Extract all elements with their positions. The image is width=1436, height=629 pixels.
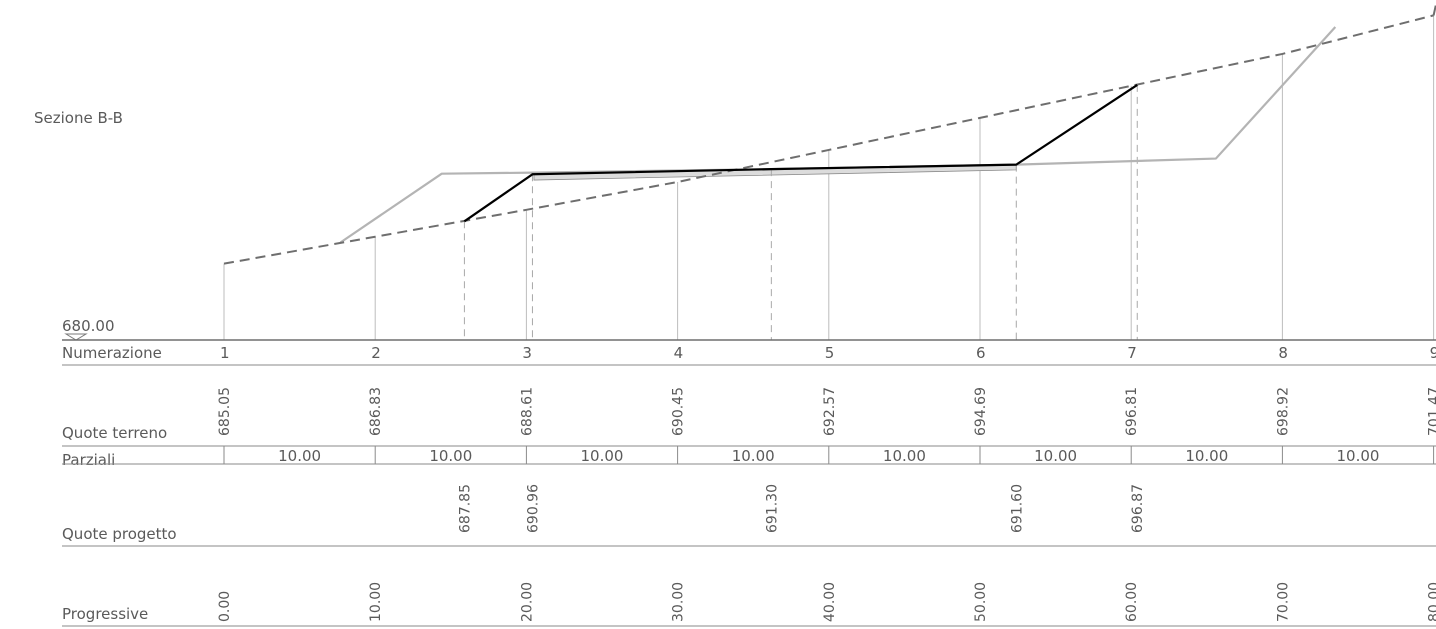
station-number: 5 bbox=[825, 344, 835, 362]
progressive-distance: 0.00 bbox=[217, 591, 233, 622]
terrain-elevation: 696.81 bbox=[1124, 387, 1140, 436]
terrain-elevation: 685.05 bbox=[217, 387, 233, 436]
terrain-elevation: 694.69 bbox=[973, 387, 989, 436]
partial-distance: 10.00 bbox=[1337, 447, 1380, 465]
station-number: 4 bbox=[674, 344, 684, 362]
section-title: Sezione B-B bbox=[34, 109, 123, 127]
reference-level-marker-icon bbox=[64, 333, 88, 341]
progressive-distance: 40.00 bbox=[822, 582, 838, 622]
series-line-quote-terreno bbox=[223, 14, 1434, 265]
progressive-distance: 10.00 bbox=[368, 582, 384, 622]
station-number: 8 bbox=[1278, 344, 1288, 362]
station-lines bbox=[223, 15, 1435, 340]
profile-series bbox=[223, 4, 1436, 265]
station-number: 7 bbox=[1127, 344, 1137, 362]
station-number: 1 bbox=[220, 344, 230, 362]
partial-distance: 10.00 bbox=[732, 447, 775, 465]
row-label-numerazione: Numerazione bbox=[62, 344, 162, 362]
progressive-distance: 20.00 bbox=[519, 582, 535, 622]
progressive-distance: 30.00 bbox=[671, 582, 687, 622]
terrain-elevation: 692.57 bbox=[822, 387, 838, 436]
project-elevation: 690.96 bbox=[525, 484, 541, 533]
station-number: 9 bbox=[1430, 344, 1436, 362]
station-number: 6 bbox=[976, 344, 986, 362]
row-label-quote-progetto: Quote progetto bbox=[62, 525, 177, 543]
station-number: 3 bbox=[522, 344, 532, 362]
partial-distance: 10.00 bbox=[1034, 447, 1077, 465]
progressive-distance: 60.00 bbox=[1124, 582, 1140, 622]
project-elevation: 691.30 bbox=[764, 484, 780, 533]
project-elevation: 696.87 bbox=[1130, 484, 1146, 533]
project-elevation: 687.85 bbox=[457, 484, 473, 533]
data-table: 1 2 3 4 5 6 7 8 9 685.05 686.83 688.61 690.45 692.57 6… bbox=[217, 344, 1436, 622]
terrain-elevation: 690.45 bbox=[671, 387, 687, 436]
terrain-elevation: 698.92 bbox=[1275, 387, 1291, 436]
station-number: 2 bbox=[371, 344, 381, 362]
reference-level-label: 680.00 bbox=[62, 317, 115, 335]
terrain-elevation: 688.61 bbox=[519, 387, 535, 436]
row-label-parziali: Parziali bbox=[62, 451, 115, 469]
series-line-sagoma bbox=[339, 26, 1337, 244]
progressive-distance: 80.00 bbox=[1427, 582, 1436, 622]
project-markers bbox=[463, 84, 1138, 340]
progressive-distance: 50.00 bbox=[973, 582, 989, 622]
terrain-elevation: 701.47 bbox=[1427, 387, 1436, 436]
partial-distance: 10.00 bbox=[581, 447, 624, 465]
partial-distance: 10.00 bbox=[278, 447, 321, 465]
partial-distance: 10.00 bbox=[883, 447, 926, 465]
row-label-progressive: Progressive bbox=[62, 605, 148, 623]
partial-distance: 10.00 bbox=[429, 447, 472, 465]
project-elevation: 691.60 bbox=[1009, 484, 1025, 533]
partial-distance: 10.00 bbox=[1185, 447, 1228, 465]
row-label-quote-terreno: Quote terreno bbox=[62, 424, 167, 442]
series-line-quote-progetto bbox=[463, 84, 1138, 223]
progressive-distance: 70.00 bbox=[1275, 582, 1291, 622]
terrain-elevation: 686.83 bbox=[368, 387, 384, 436]
